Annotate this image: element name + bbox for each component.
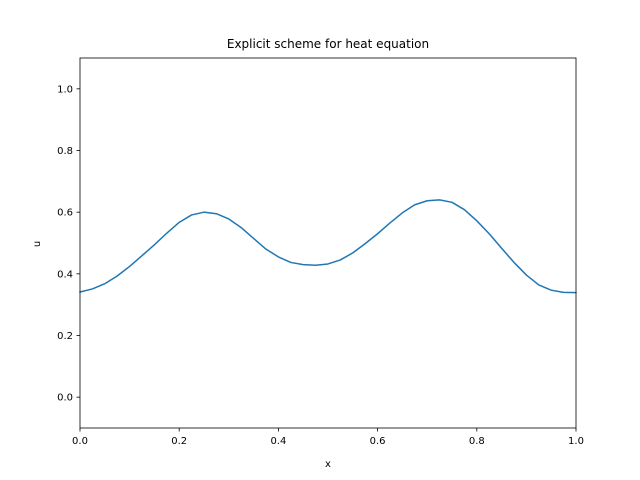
x-tick-label-0: 0.0 <box>72 436 88 447</box>
x-axis-label: x <box>325 459 331 470</box>
y-tick-label-5: 1.0 <box>57 84 73 95</box>
y-tick-label-2: 0.4 <box>57 269 73 280</box>
axes-frame <box>79 57 577 429</box>
y-tick-label-1: 0.2 <box>57 331 73 342</box>
y-tick-label-4: 0.8 <box>57 146 73 157</box>
x-tick-label-1: 0.2 <box>171 436 187 447</box>
x-tick-label-3: 0.6 <box>370 436 386 447</box>
series-line-0 <box>79 199 577 294</box>
x-tick-label-4: 0.8 <box>469 436 485 447</box>
x-tick-label-5: 1.0 <box>568 436 584 447</box>
x-tick-label-2: 0.4 <box>270 436 286 447</box>
y-axis-label: u <box>32 241 43 247</box>
y-tick-label-3: 0.6 <box>57 208 73 219</box>
y-tick-label-0: 0.0 <box>57 393 73 404</box>
chart-title: Explicit scheme for heat equation <box>227 37 429 51</box>
plot-area: 0.0 0.2 0.4 0.6 0.8 1.0 0.0 0.2 0.4 0.6 0.8 1.0 <box>57 57 584 447</box>
